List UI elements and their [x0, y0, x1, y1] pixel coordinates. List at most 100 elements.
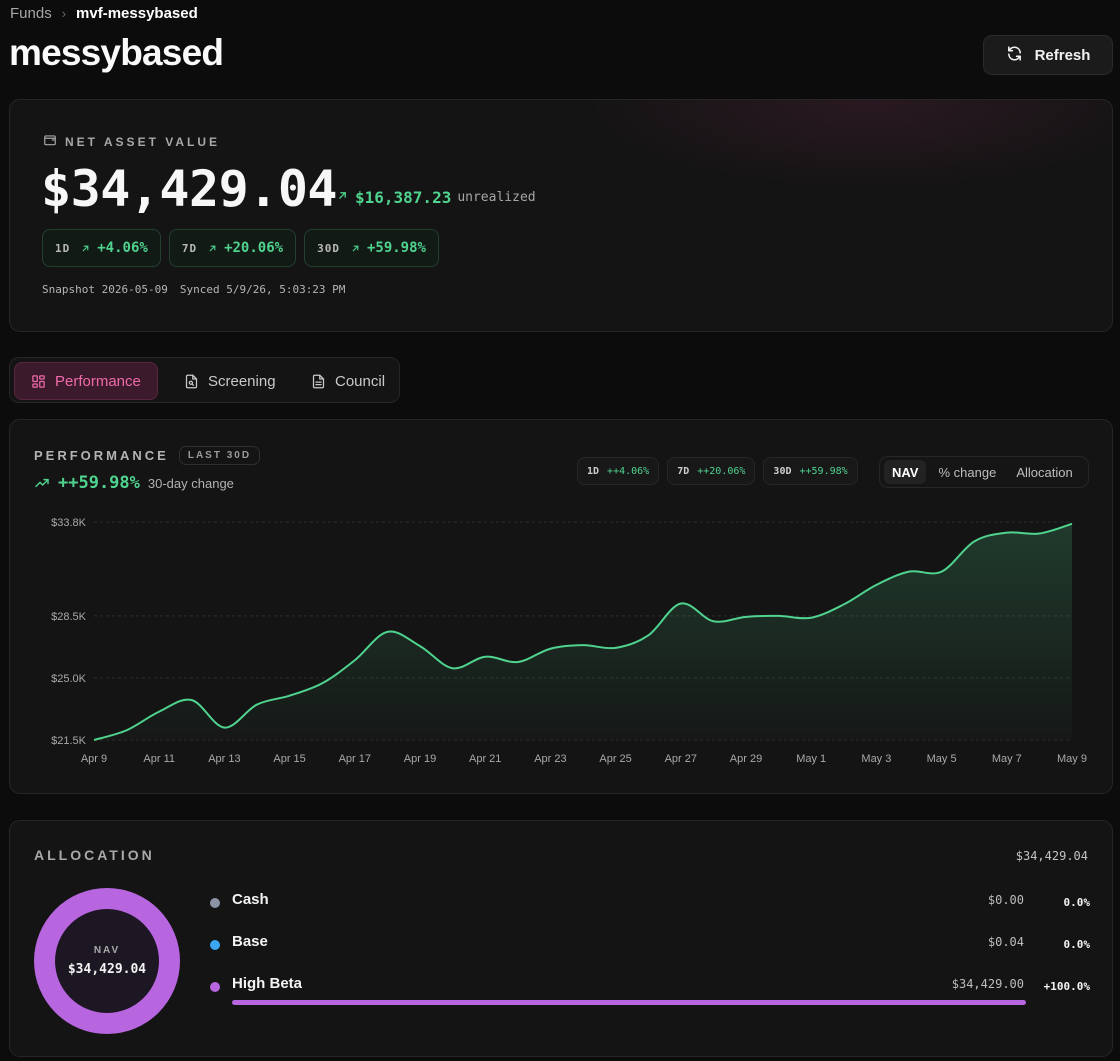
range-badge: LAST 30D: [178, 446, 261, 465]
x-tick-label: May 9: [1057, 753, 1087, 765]
x-tick-label: Apr 19: [404, 753, 436, 765]
grid-icon: [32, 374, 45, 388]
x-axis-ticks: Apr 9 Apr 11 Apr 13 Apr 15 Apr 17 Apr 19 Apr 2…: [81, 753, 1087, 765]
unrealized-value: $16,387.23: [355, 188, 452, 207]
performance-card: PERFORMANCE LAST 30D ++59.98% 30-day cha…: [9, 419, 1113, 794]
donut-label: NAV: [93, 945, 121, 956]
allocation-name: Base: [232, 933, 268, 950]
snapshot-date: 2026-05-09: [101, 283, 168, 296]
allocation-name: Cash: [232, 891, 269, 908]
arrow-up-right-icon: [352, 245, 359, 251]
x-tick-label: May 3: [861, 753, 891, 765]
chevron-right-icon: ›: [61, 6, 67, 21]
refresh-label: Refresh: [1034, 46, 1091, 64]
mini-chip-7d: 7D ++20.06%: [667, 457, 756, 485]
allocation-percent: 0.0%: [1063, 938, 1091, 951]
mini-chip-30d: 30D ++59.98%: [763, 457, 858, 485]
allocation-amount: $34,429.00: [951, 977, 1024, 991]
allocation-row-high-beta: High Beta $34,429.00 +100.0%: [210, 975, 1090, 1005]
view-toggle: NAV % change Allocation: [879, 456, 1089, 488]
section-tabs: Performance Screening Council: [9, 357, 400, 403]
tab-label: Performance: [55, 372, 141, 390]
x-tick-label: Apr 29: [730, 753, 762, 765]
nav-label: NET ASSET VALUE: [43, 133, 220, 150]
x-tick-label: Apr 23: [534, 753, 566, 765]
mini-value: ++59.98%: [799, 465, 848, 477]
arrow-up-right-icon: [336, 189, 349, 207]
toggle-nav[interactable]: NAV: [884, 460, 927, 484]
x-tick-label: Apr 21: [469, 753, 501, 765]
allocation-amount: $0.04: [987, 935, 1024, 949]
mini-period: 7D: [677, 465, 690, 477]
x-tick-label: Apr 17: [339, 753, 371, 765]
mini-period: 30D: [773, 465, 792, 477]
page-title: messybased: [9, 32, 224, 73]
change-chip-7d: 7D +20.06%: [168, 229, 297, 267]
chip-value-text: +4.06%: [97, 240, 148, 256]
breadcrumb-funds-link[interactable]: Funds: [10, 5, 52, 22]
chip-value: +20.06%: [207, 240, 283, 256]
tab-label: Council: [335, 372, 386, 390]
x-tick-label: Apr 11: [143, 753, 175, 765]
x-tick-label: May 7: [992, 753, 1022, 765]
allocation-amount: $0.00: [987, 893, 1024, 907]
x-tick-label: Apr 25: [599, 753, 631, 765]
wallet-icon: [43, 133, 57, 150]
toggle-allocation[interactable]: Allocation: [1016, 464, 1073, 480]
performance-header: PERFORMANCE LAST 30D: [34, 446, 261, 465]
tab-screening[interactable]: Screening: [176, 362, 284, 400]
nav-label-text: NET ASSET VALUE: [65, 134, 221, 149]
mini-change-chips: 1D ++4.06% 7D ++20.06% 30D ++59.98%: [577, 457, 858, 485]
nav-value: $34,429.04: [41, 160, 338, 218]
allocation-card: ALLOCATION $34,429.04 NAV $34,429.04 Cas…: [9, 820, 1113, 1057]
allocation-percent: 0.0%: [1063, 896, 1091, 909]
unrealized-gain: $16,387.23 unrealized: [336, 188, 536, 207]
y-tick-label: $21.5K: [51, 735, 87, 747]
mini-chip-1d: 1D ++4.06%: [577, 457, 660, 485]
chip-period: 1D: [55, 241, 71, 255]
chip-period: 7D: [181, 241, 198, 255]
snapshot-info: Snapshot 2026-05-09 Synced 5/9/26, 5:03:…: [42, 283, 345, 296]
tab-council[interactable]: Council: [303, 362, 393, 400]
x-tick-label: Apr 15: [273, 753, 305, 765]
x-tick-label: Apr 9: [81, 753, 107, 765]
cash-dot: [210, 898, 220, 908]
mini-value: ++20.06%: [697, 465, 746, 477]
x-tick-label: Apr 27: [665, 753, 697, 765]
tab-performance[interactable]: Performance: [14, 362, 158, 400]
refresh-icon: [1006, 45, 1023, 66]
trending-up-icon: [35, 478, 49, 488]
change-value: ++59.98%: [58, 473, 140, 493]
performance-title: PERFORMANCE: [34, 448, 169, 463]
y-tick-label: $28.5K: [51, 611, 87, 623]
nav-chart: $21.5K$25.0K$28.5K$33.8K Apr 9 Apr 11 Apr …: [51, 517, 1087, 765]
arrow-up-right-icon: [82, 245, 89, 251]
change-chip-30d: 30D +59.98%: [304, 229, 439, 267]
chip-value-text: +59.98%: [366, 240, 426, 256]
nav-line: [93, 522, 1073, 741]
y-tick-label: $33.8K: [51, 517, 87, 529]
toggle-percent-change[interactable]: % change: [938, 464, 997, 480]
tab-label: Screening: [208, 372, 276, 390]
y-tick-label: $25.0K: [51, 673, 87, 685]
allocation-percent: +100.0%: [1043, 980, 1090, 993]
y-axis-ticks: $21.5K $25.0K $28.5K $33.8K: [51, 517, 87, 747]
base-dot: [210, 940, 220, 950]
allocation-bar: [232, 1000, 1026, 1005]
allocation-total: $34,429.04: [1015, 849, 1088, 863]
breadcrumb-current: mvf-messybased: [76, 5, 198, 22]
mini-value: ++4.06%: [607, 465, 650, 477]
nav-area: [94, 523, 1072, 740]
change-label: 30-day change: [147, 475, 234, 491]
x-tick-label: May 5: [927, 753, 957, 765]
chip-value: +4.06%: [80, 240, 148, 256]
thirty-day-change: ++59.98% 30-day change: [34, 473, 234, 493]
allocation-row-base: Base $0.04 0.0%: [210, 933, 1090, 963]
x-tick-label: Apr 13: [208, 753, 240, 765]
snapshot: Snapshot 2026-05-09: [42, 283, 168, 296]
high-beta-dot: [210, 982, 220, 992]
change-chips: 1D +4.06% 7D +20.06% 30D +59.98%: [42, 229, 439, 267]
allocation-row-cash: Cash $0.00 0.0%: [210, 891, 1090, 921]
refresh-button[interactable]: Refresh: [983, 35, 1113, 75]
chip-period: 30D: [317, 241, 340, 255]
